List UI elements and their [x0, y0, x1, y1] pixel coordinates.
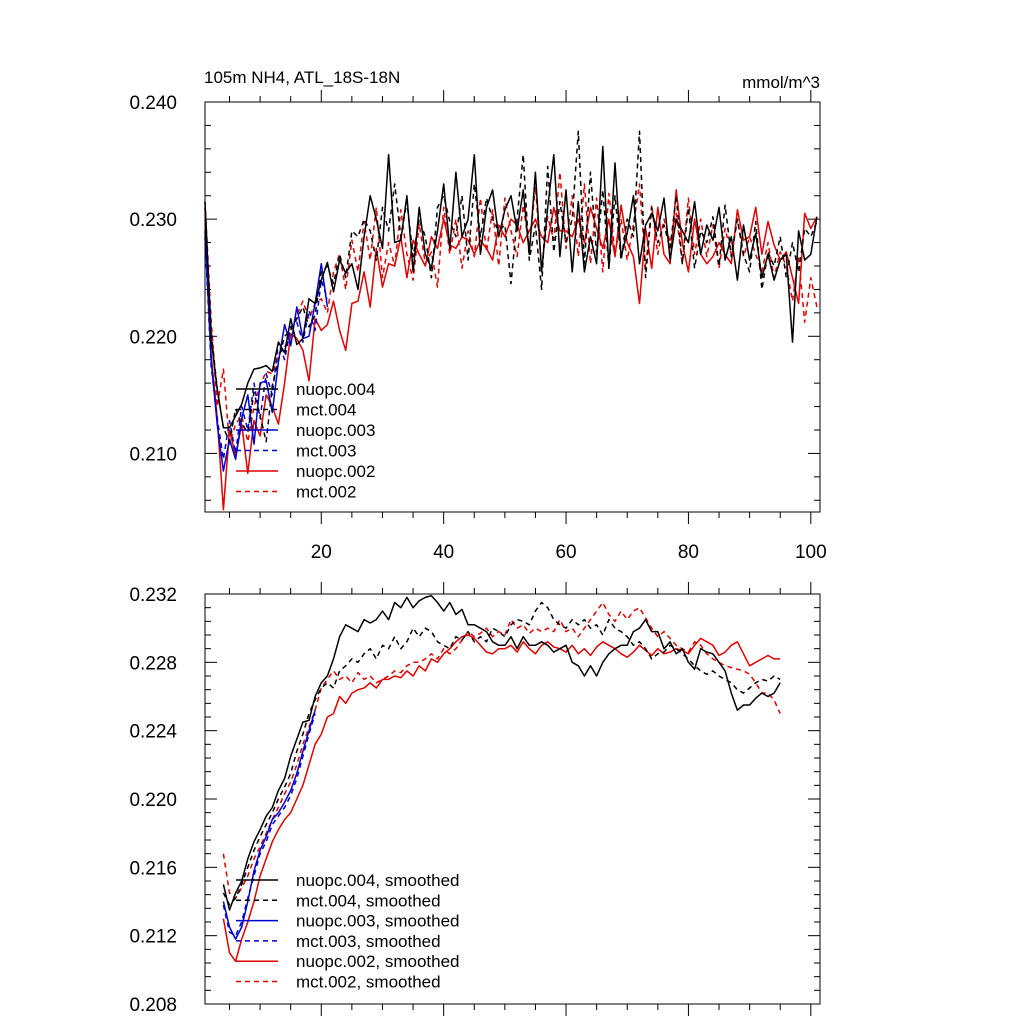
bottom-ytick-label: 0.212 — [129, 927, 177, 948]
top-series-nuopc-002 — [204, 189, 818, 511]
bottom-series-mct-002-smoothed — [222, 601, 781, 899]
bottom-panel: 0.208 0.212 0.216 0.220 0.224 0.228 0.232 nuop… — [129, 582, 821, 1016]
top-xtick-label: 20 — [311, 542, 332, 563]
top-ytick-label: 0.240 — [129, 93, 177, 114]
legend-label-mct-003-smoothed: mct.003, smoothed — [296, 932, 441, 951]
legend-label-mct-003: mct.003 — [296, 442, 356, 461]
bottom-series-mct-003-smoothed — [222, 713, 316, 937]
bottom-ytick-label: 0.220 — [129, 790, 177, 811]
top-panel: 105m NH4, ATL_18S-18N mmol/m^3 0.210 0.22… — [129, 68, 826, 563]
bottom-ytick-label: 0.216 — [129, 858, 177, 879]
top-ytick-label: 0.210 — [129, 444, 177, 465]
top-series-mct-002 — [204, 171, 818, 445]
top-series-mct-003 — [204, 236, 329, 461]
top-panel-title: 105m NH4, ATL_18S-18N — [204, 68, 400, 87]
top-xtick-label: 80 — [678, 542, 699, 563]
top-series-nuopc-004 — [204, 145, 818, 429]
bottom-panel-ticks: 0.208 0.212 0.216 0.220 0.224 0.228 0.232 — [129, 582, 820, 1016]
bottom-panel-series — [222, 594, 781, 963]
legend-label-nuopc-004: nuopc.004 — [296, 380, 375, 399]
legend-label-mct-002: mct.002 — [296, 483, 356, 502]
top-panel-ticks: 0.210 0.220 0.230 0.240 20 40 60 80 100 — [129, 90, 827, 563]
legend-label-mct-002-smoothed: mct.002, smoothed — [296, 973, 441, 992]
top-series-nuopc-003 — [204, 230, 329, 472]
top-panel-units: mmol/m^3 — [742, 73, 820, 92]
top-ytick-label: 0.220 — [129, 327, 177, 348]
legend-label-nuopc-002: nuopc.002 — [296, 462, 375, 481]
bottom-series-nuopc-004-smoothed — [222, 594, 781, 911]
bottom-ytick-label: 0.224 — [129, 722, 177, 743]
bottom-ytick-label: 0.232 — [129, 585, 177, 606]
bottom-series-mct-004-smoothed — [222, 601, 781, 906]
top-panel-frame — [204, 101, 821, 513]
legend-label-nuopc-003: nuopc.003 — [296, 421, 375, 440]
legend-label-nuopc-004-smoothed: nuopc.004, smoothed — [296, 871, 460, 890]
legend-label-nuopc-003-smoothed: nuopc.003, smoothed — [296, 912, 460, 931]
bottom-panel-frame — [204, 593, 821, 1005]
top-ytick-label: 0.230 — [129, 210, 177, 231]
legend-label-mct-004: mct.004 — [296, 401, 356, 420]
bottom-series-nuopc-002-smoothed — [222, 634, 781, 963]
top-xtick-label: 60 — [555, 542, 576, 563]
legend-label-mct-004-smoothed: mct.004, smoothed — [296, 891, 441, 910]
bottom-series-nuopc-003-smoothed — [222, 709, 316, 940]
legend-label-nuopc-002-smoothed: nuopc.002, smoothed — [296, 952, 460, 971]
bottom-ytick-label: 0.208 — [129, 995, 177, 1016]
top-xtick-label: 40 — [433, 542, 454, 563]
top-xtick-label: 100 — [795, 542, 827, 563]
bottom-ytick-label: 0.228 — [129, 653, 177, 674]
top-panel-series — [204, 130, 818, 511]
